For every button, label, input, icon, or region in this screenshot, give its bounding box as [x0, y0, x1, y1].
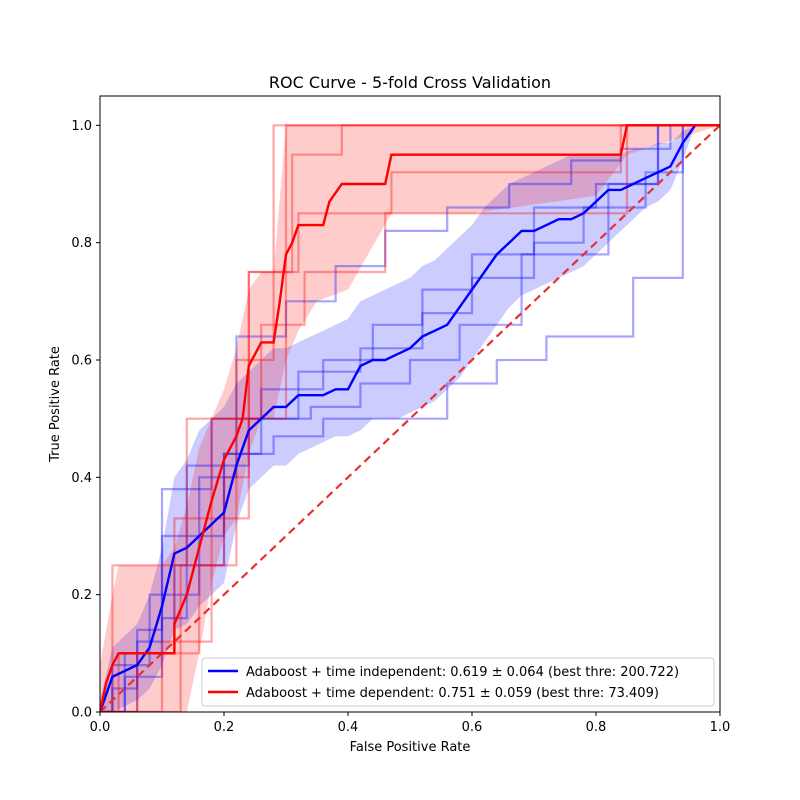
legend-box [201, 657, 715, 707]
x-axis-label: False Positive Rate [350, 740, 471, 755]
y-tick-label: 0.8 [71, 236, 92, 251]
x-tick-label: 0.4 [338, 720, 359, 735]
fold-curve-independent-5 [100, 124, 720, 712]
plot-frame [99, 95, 721, 713]
x-tick-label: 0.0 [90, 720, 111, 735]
fold-curve-dependent-4 [100, 124, 720, 712]
plot-area [100, 124, 720, 712]
fold-curve-independent-2 [100, 124, 720, 712]
fold-curve-independent-1 [100, 124, 720, 712]
x-tick-label: 0.6 [462, 720, 483, 735]
band-time-independent [100, 125, 696, 712]
x-tick-label: 1.0 [710, 720, 731, 735]
y-tick-label: 0.2 [71, 588, 92, 603]
x-tick-label: 0.2 [214, 720, 235, 735]
y-tick-label: 0.4 [71, 471, 92, 486]
fold-curve-independent-4 [100, 124, 720, 712]
fold-curve-dependent-5 [100, 124, 720, 712]
y-tick-label: 0.6 [71, 354, 92, 369]
y-axis-label: True Positive Rate [48, 346, 63, 463]
mean-curve-dependent [100, 124, 720, 712]
fold-curve-dependent-1 [100, 124, 720, 712]
mean-curve-independent [100, 124, 697, 712]
fold-curve-independent-3 [100, 124, 720, 712]
legend-label-independent: Adaboost + time independent: 0.619 ± 0.0… [246, 665, 679, 680]
y-tick-label: 1.0 [71, 119, 92, 134]
y-tick-label: 0.0 [71, 706, 92, 721]
axis-ticks: 0.0 0.2 0.4 0.6 0.8 1.0 0.0 0.2 0.4 0.6 0.8 1.0 [71, 119, 730, 735]
chart-title: ROC Curve - 5-fold Cross Validation [269, 73, 551, 92]
legend-label-dependent: Adaboost + time dependent: 0.751 ± 0.059… [246, 686, 659, 701]
x-tick-label: 0.8 [586, 720, 607, 735]
legend: Adaboost + time independent: 0.619 ± 0.0… [201, 657, 715, 707]
